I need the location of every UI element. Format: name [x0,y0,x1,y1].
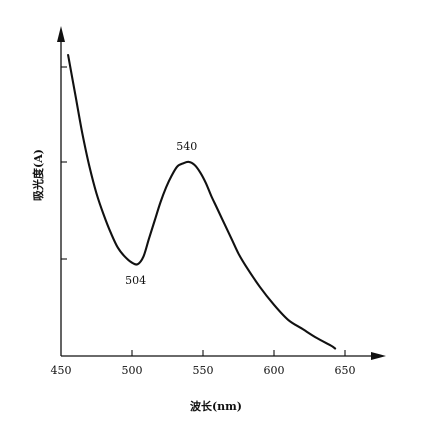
x-tick-label-450: 450 [51,364,72,377]
x-tick-label-550: 550 [193,364,214,377]
x-tick-label-600: 600 [264,364,285,377]
series-line [67,53,337,350]
x-axis-title: 波长(nm) [190,399,242,413]
y-axis-arrow-icon [57,26,65,42]
peak-annotations: 540 504 [125,140,197,287]
x-axis-arrow-icon [371,352,386,360]
x-tick-label-650: 650 [335,364,356,377]
annotation-504: 504 [125,274,146,287]
x-axis-ticks: 450 500 550 600 650 [51,350,356,377]
x-tick-label-500: 500 [122,364,143,377]
y-axis-title: 吸光度(A) [31,149,45,201]
annotation-540: 540 [176,140,197,153]
